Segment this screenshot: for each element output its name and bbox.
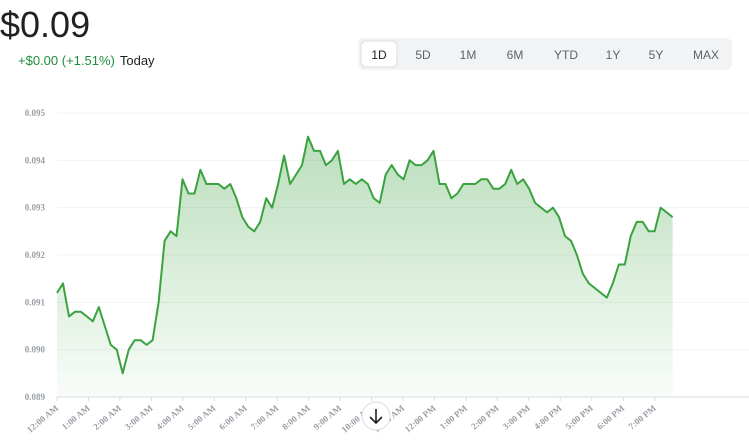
x-tick-label: 7:00 PM xyxy=(626,403,658,432)
y-tick-label: 0.091 xyxy=(25,297,46,307)
range-button[interactable]: 6M xyxy=(507,48,524,62)
period: Today xyxy=(120,53,155,68)
x-tick-label: 6:00 AM xyxy=(217,403,249,432)
price: $0.09 xyxy=(0,4,90,45)
x-tick-label: 12:00 PM xyxy=(403,403,438,435)
y-tick-label: 0.094 xyxy=(25,155,46,165)
range-button[interactable]: 5D xyxy=(415,48,431,62)
range-button[interactable]: 5Y xyxy=(649,48,664,62)
change-line: +$0.00 (+1.51%) Today xyxy=(18,53,155,68)
y-tick-label: 0.092 xyxy=(25,250,46,260)
x-tick-label: 1:00 AM xyxy=(60,403,92,432)
area xyxy=(57,136,673,397)
range-bar xyxy=(358,38,732,70)
x-tick-label: 4:00 PM xyxy=(532,403,564,432)
y-tick-label: 0.093 xyxy=(25,203,46,213)
y-tick-label: 0.090 xyxy=(25,345,46,355)
x-tick-label: 8:00 AM xyxy=(280,403,312,432)
change: +$0.00 (+1.51%) xyxy=(18,53,115,68)
range-button[interactable]: 1D xyxy=(371,48,387,62)
plot: 0.089 0.090 0.091 0.092 0.093 0.094 0.095 12:00… xyxy=(25,108,749,435)
y-tick-label: 0.095 xyxy=(25,108,46,118)
range-selected[interactable] xyxy=(360,40,398,68)
range-button[interactable]: YTD xyxy=(554,48,578,62)
x-tick-label: 5:00 AM xyxy=(186,403,218,432)
range-group: 1D 5D 1M 6M YTD 1Y 5Y MAX xyxy=(360,40,719,68)
range-button[interactable]: 1Y xyxy=(606,48,621,62)
price-line xyxy=(56,135,674,375)
x-tick-label: 6:00 PM xyxy=(595,403,627,432)
x-tick-label: 4:00 AM xyxy=(154,403,186,432)
range-button[interactable]: MAX xyxy=(693,48,719,62)
x-tick-label: 2:00 AM xyxy=(91,403,123,432)
scroll-arrow xyxy=(369,409,383,425)
x-tick-label: 7:00 AM xyxy=(249,403,281,432)
x-tick-label: 12:00 AM xyxy=(25,403,61,435)
x-tick-label: 2:00 PM xyxy=(469,403,501,432)
y-tick-label: 0.089 xyxy=(25,392,46,402)
range-button[interactable]: 1M xyxy=(460,48,477,62)
x-tick-label: 5:00 PM xyxy=(563,403,595,432)
x-tick-label: 3:00 AM xyxy=(123,403,155,432)
x-tick-label: 3:00 PM xyxy=(501,403,533,432)
x-tick-label: 1:00 PM xyxy=(438,403,470,432)
